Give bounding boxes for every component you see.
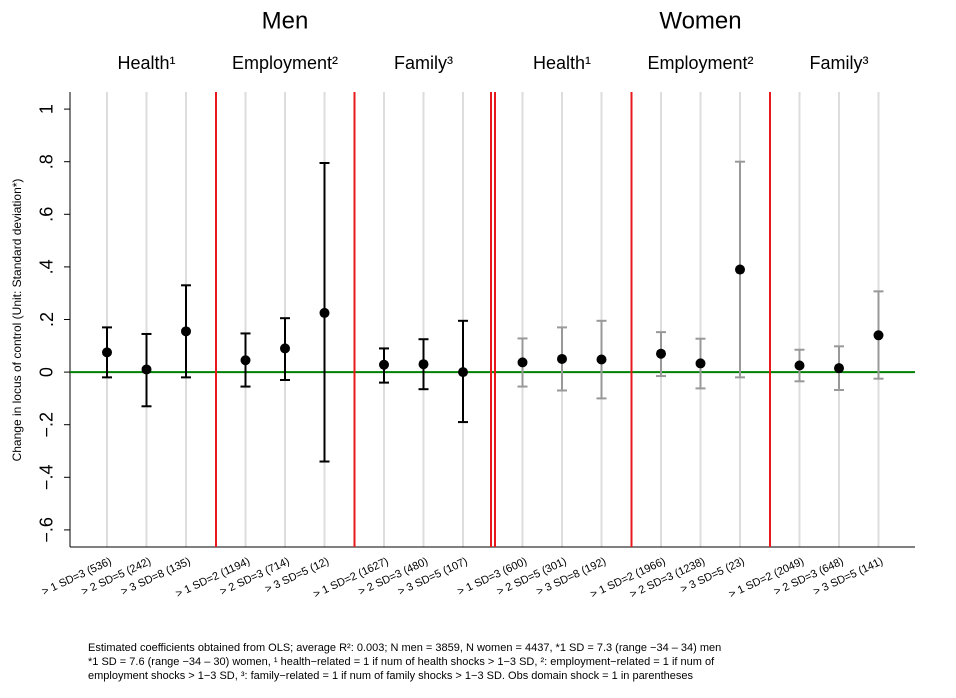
domain-header: Health¹: [533, 53, 591, 73]
group-header: Men: [262, 7, 309, 34]
point: [458, 367, 468, 378]
domain-header: Health¹: [117, 53, 175, 73]
point: [695, 358, 706, 369]
y-tick-label: −.4: [37, 465, 57, 491]
y-axis-label: Change in locus of control (Unit: Standa…: [10, 179, 24, 462]
y-tick-label: .2: [37, 312, 57, 327]
domain-header: Employment²: [232, 53, 338, 73]
point: [596, 354, 607, 365]
point: [181, 326, 191, 337]
y-tick-label: 1: [37, 104, 57, 114]
point: [319, 307, 330, 318]
footnote: Estimated coefficients obtained from OLS…: [88, 642, 721, 654]
point: [517, 357, 528, 368]
y-tick-label: −.2: [37, 412, 57, 438]
point: [834, 363, 844, 374]
y-tick-label: .4: [37, 259, 57, 274]
point: [735, 264, 745, 275]
footnote: *1 SD = 7.6 (range −34 – 30) women, ¹ he…: [88, 656, 715, 668]
point: [873, 330, 884, 341]
y-tick-label: −.6: [37, 517, 57, 543]
point: [141, 364, 152, 375]
point: [418, 359, 429, 370]
point: [794, 360, 805, 371]
footnote: employment shocks > 1−3 SD, ³: family−re…: [88, 670, 693, 682]
group-header: Women: [659, 7, 741, 34]
domain-header: Family³: [394, 53, 453, 73]
domain-header: Family³: [810, 53, 869, 73]
domain-header: Employment²: [647, 53, 753, 73]
point: [280, 343, 290, 354]
point: [102, 347, 112, 358]
y-tick-label: .8: [37, 154, 57, 169]
y-tick-label: 0: [37, 367, 57, 377]
point: [557, 353, 567, 364]
point: [379, 359, 389, 370]
point: [240, 355, 251, 366]
y-tick-label: .6: [37, 207, 57, 222]
point: [656, 348, 666, 359]
